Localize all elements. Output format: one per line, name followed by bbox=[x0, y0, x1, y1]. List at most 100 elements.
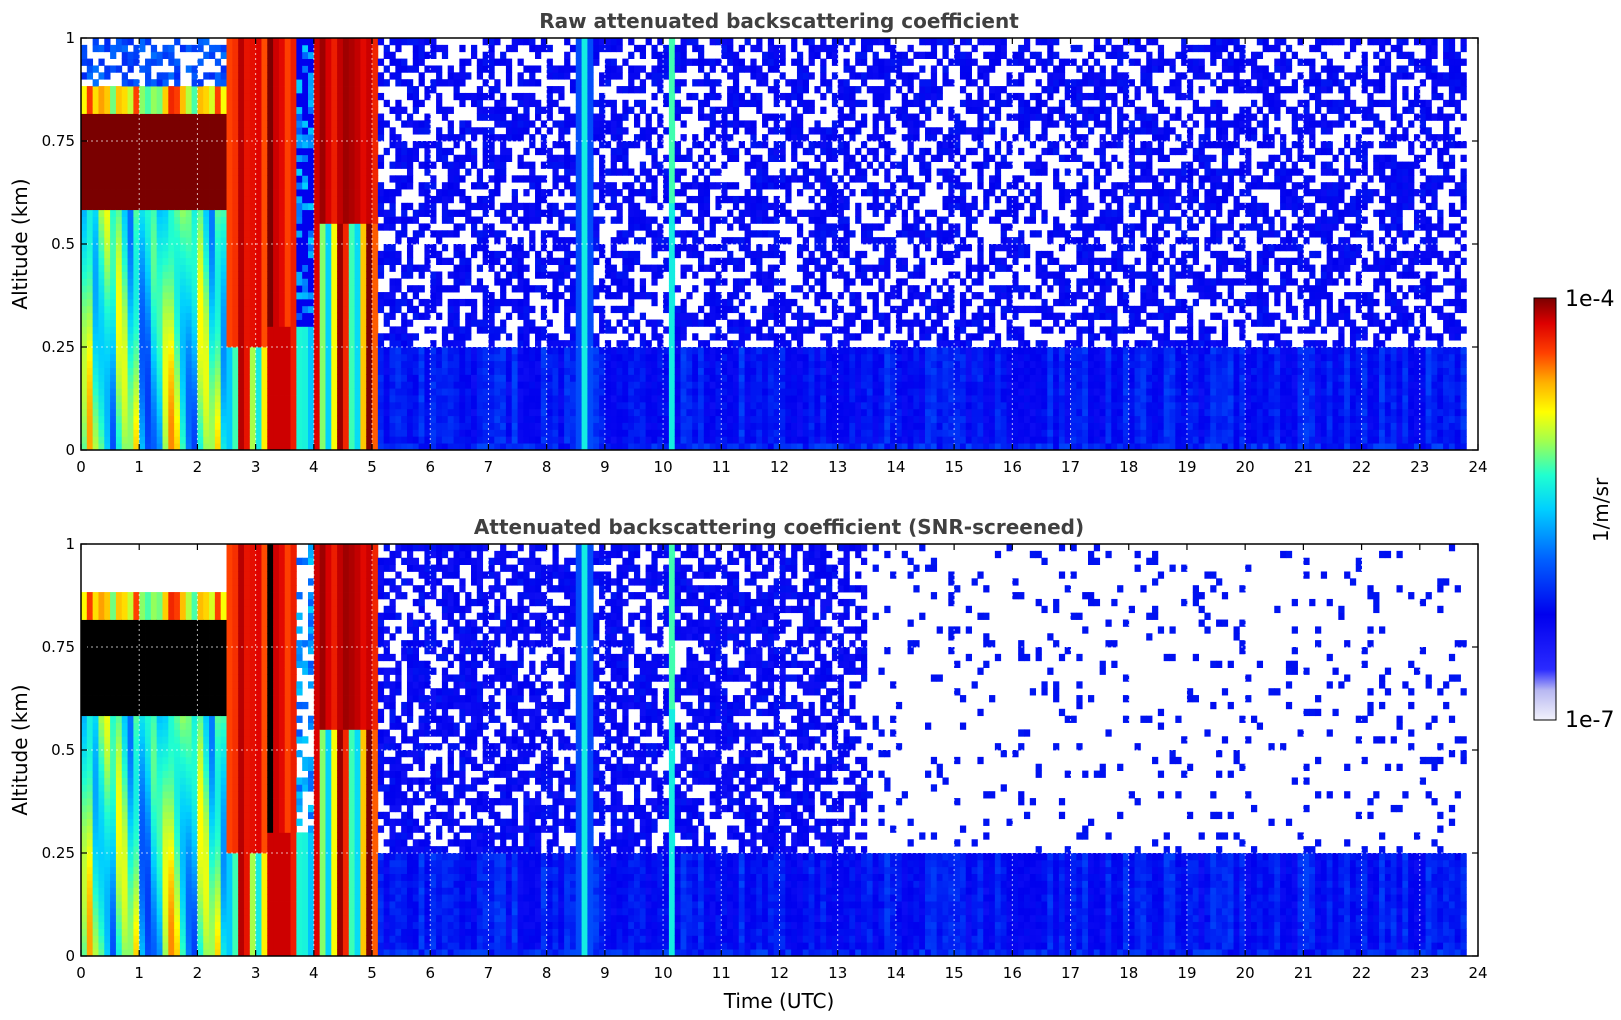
heatmap-cell bbox=[261, 182, 268, 190]
heatmap-cell bbox=[517, 161, 524, 169]
heatmap-cell bbox=[115, 340, 123, 348]
heatmap-cell bbox=[197, 92, 204, 101]
heatmap-cell bbox=[284, 333, 291, 341]
heatmap-cell bbox=[500, 92, 507, 101]
heatmap-cell bbox=[121, 141, 128, 149]
heatmap-cell bbox=[348, 223, 355, 231]
heatmap-cell bbox=[238, 436, 245, 444]
heatmap-cell bbox=[348, 388, 355, 396]
heatmap-cell bbox=[331, 223, 338, 231]
heatmap-cell bbox=[290, 92, 297, 101]
heatmap-cell bbox=[535, 257, 542, 265]
heatmap-cell bbox=[587, 134, 594, 142]
heatmap-cell bbox=[162, 367, 169, 375]
heatmap-cell bbox=[139, 271, 146, 279]
heatmap-cell bbox=[546, 127, 553, 135]
heatmap-cell bbox=[372, 285, 379, 293]
heatmap-cell bbox=[150, 381, 158, 389]
heatmap-cell bbox=[604, 79, 612, 87]
heatmap-cell bbox=[337, 264, 344, 272]
heatmap-cell bbox=[162, 312, 169, 320]
heatmap-cell bbox=[162, 374, 169, 382]
heatmap-cell bbox=[110, 340, 117, 348]
heatmap-cell bbox=[581, 360, 588, 368]
heatmap-cell bbox=[290, 250, 297, 259]
heatmap-cell bbox=[331, 285, 338, 293]
heatmap-cell bbox=[284, 79, 291, 87]
heatmap-cell bbox=[366, 374, 373, 382]
heatmap-cell bbox=[342, 99, 350, 108]
heatmap-cell bbox=[174, 250, 181, 259]
heatmap-cell bbox=[389, 106, 396, 114]
heatmap-cell bbox=[558, 189, 565, 197]
heatmap-cell bbox=[471, 216, 478, 224]
heatmap-cell bbox=[430, 388, 437, 396]
heatmap-cell bbox=[535, 443, 542, 450]
heatmap-cell bbox=[302, 388, 309, 396]
heatmap-cell bbox=[366, 38, 373, 46]
heatmap-cell bbox=[593, 58, 600, 66]
heatmap-cell bbox=[587, 264, 594, 272]
heatmap-cell bbox=[610, 120, 617, 128]
heatmap-cell bbox=[98, 250, 105, 259]
heatmap-cell bbox=[476, 113, 484, 121]
heatmap-cell bbox=[86, 65, 94, 73]
heatmap-cell bbox=[325, 278, 332, 286]
heatmap-cell bbox=[599, 127, 606, 135]
heatmap-cell bbox=[360, 415, 367, 423]
heatmap-cell bbox=[249, 250, 257, 259]
heatmap-cell bbox=[500, 408, 507, 417]
heatmap-cell bbox=[540, 305, 548, 314]
heatmap-cell bbox=[145, 395, 152, 403]
heatmap-cell bbox=[354, 250, 361, 259]
heatmap-cell bbox=[220, 278, 227, 286]
heatmap-cell bbox=[564, 237, 571, 245]
heatmap-cell bbox=[552, 374, 559, 382]
heatmap-cell bbox=[162, 347, 169, 355]
heatmap-cell bbox=[535, 326, 542, 334]
heatmap-cell bbox=[360, 264, 367, 272]
heatmap-cell bbox=[220, 182, 227, 190]
heatmap-cell bbox=[81, 271, 88, 279]
heatmap-cell bbox=[296, 415, 303, 423]
heatmap-cell bbox=[98, 141, 105, 149]
heatmap-cell bbox=[278, 72, 286, 80]
heatmap-cell bbox=[569, 388, 577, 396]
heatmap-cell bbox=[342, 58, 350, 66]
heatmap-cell bbox=[488, 443, 495, 450]
heatmap-cell bbox=[476, 408, 484, 417]
heatmap-cell bbox=[308, 79, 315, 87]
heatmap-cell bbox=[348, 195, 355, 204]
heatmap-cell bbox=[255, 374, 262, 382]
heatmap-cell bbox=[313, 353, 321, 362]
heatmap-cell bbox=[243, 86, 251, 94]
heatmap-cell bbox=[319, 264, 326, 272]
heatmap-cell bbox=[255, 353, 262, 362]
heatmap-cell bbox=[308, 278, 315, 286]
heatmap-cell bbox=[342, 168, 350, 176]
heatmap-cell bbox=[430, 182, 437, 190]
heatmap-cell bbox=[273, 347, 280, 355]
heatmap-cell bbox=[197, 154, 204, 162]
heatmap-cell bbox=[657, 443, 664, 450]
heatmap-cell bbox=[110, 154, 117, 162]
heatmap-cell bbox=[261, 257, 268, 265]
heatmap-cell bbox=[488, 381, 495, 389]
heatmap-cell bbox=[150, 175, 158, 183]
heatmap-cell bbox=[98, 154, 105, 162]
heatmap-cell bbox=[331, 182, 338, 190]
heatmap-cell bbox=[249, 147, 257, 156]
heatmap-cell bbox=[261, 189, 268, 197]
heatmap-cell bbox=[529, 395, 536, 403]
heatmap-cell bbox=[633, 237, 641, 245]
heatmap-cell bbox=[284, 237, 291, 245]
heatmap-cell bbox=[98, 209, 105, 217]
heatmap-cell bbox=[529, 202, 536, 211]
heatmap-cell bbox=[209, 216, 216, 224]
heatmap-cell bbox=[296, 319, 303, 327]
heatmap-cell bbox=[523, 347, 530, 355]
heatmap-cell bbox=[575, 429, 582, 437]
heatmap-cell bbox=[255, 127, 262, 135]
heatmap-cell bbox=[174, 257, 181, 265]
heatmap-cell bbox=[115, 257, 123, 265]
